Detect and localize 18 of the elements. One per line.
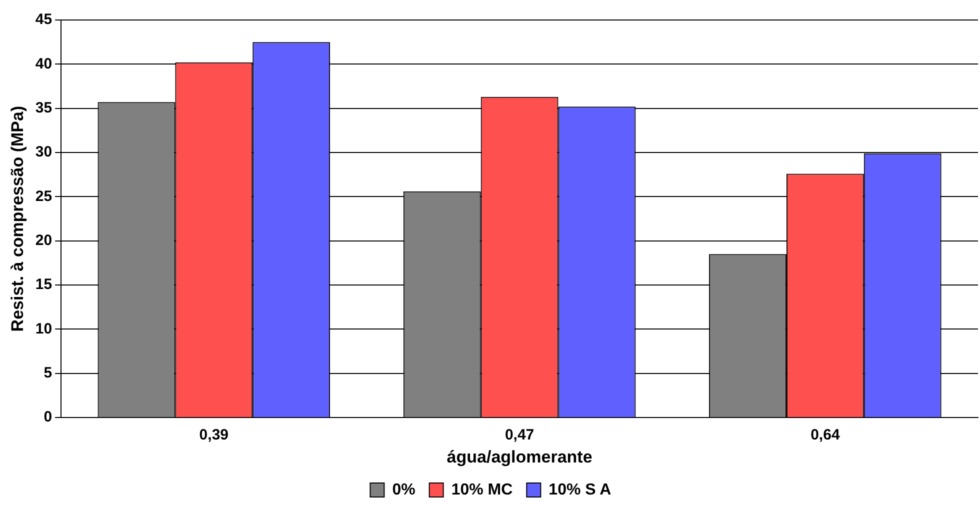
- legend-label: 10% S A: [548, 481, 612, 498]
- y-axis-title: Resist. à compressão (MPa): [8, 106, 27, 332]
- y-tick-label: 25: [35, 188, 52, 205]
- x-tick-label: 0,39: [199, 426, 229, 444]
- y-tick-label: 5: [44, 364, 52, 382]
- y-tick-label: 15: [35, 276, 52, 294]
- x-tick-label: 0,47: [504, 426, 534, 444]
- y-tick-label: 35: [35, 99, 52, 116]
- y-tick-label: 0: [44, 408, 52, 426]
- legend-label: 0%: [392, 481, 416, 498]
- y-tick-label: 20: [35, 232, 52, 250]
- y-tick-label: 10: [35, 320, 52, 338]
- y-tick-label: 40: [35, 55, 52, 72]
- x-axis-title: água/aglomerante: [446, 447, 592, 466]
- y-tick-label: 30: [35, 144, 52, 161]
- x-tick-label: 0,64: [810, 426, 840, 444]
- y-tick-label: 45: [35, 11, 52, 28]
- legend-label: 10% MC: [451, 481, 514, 498]
